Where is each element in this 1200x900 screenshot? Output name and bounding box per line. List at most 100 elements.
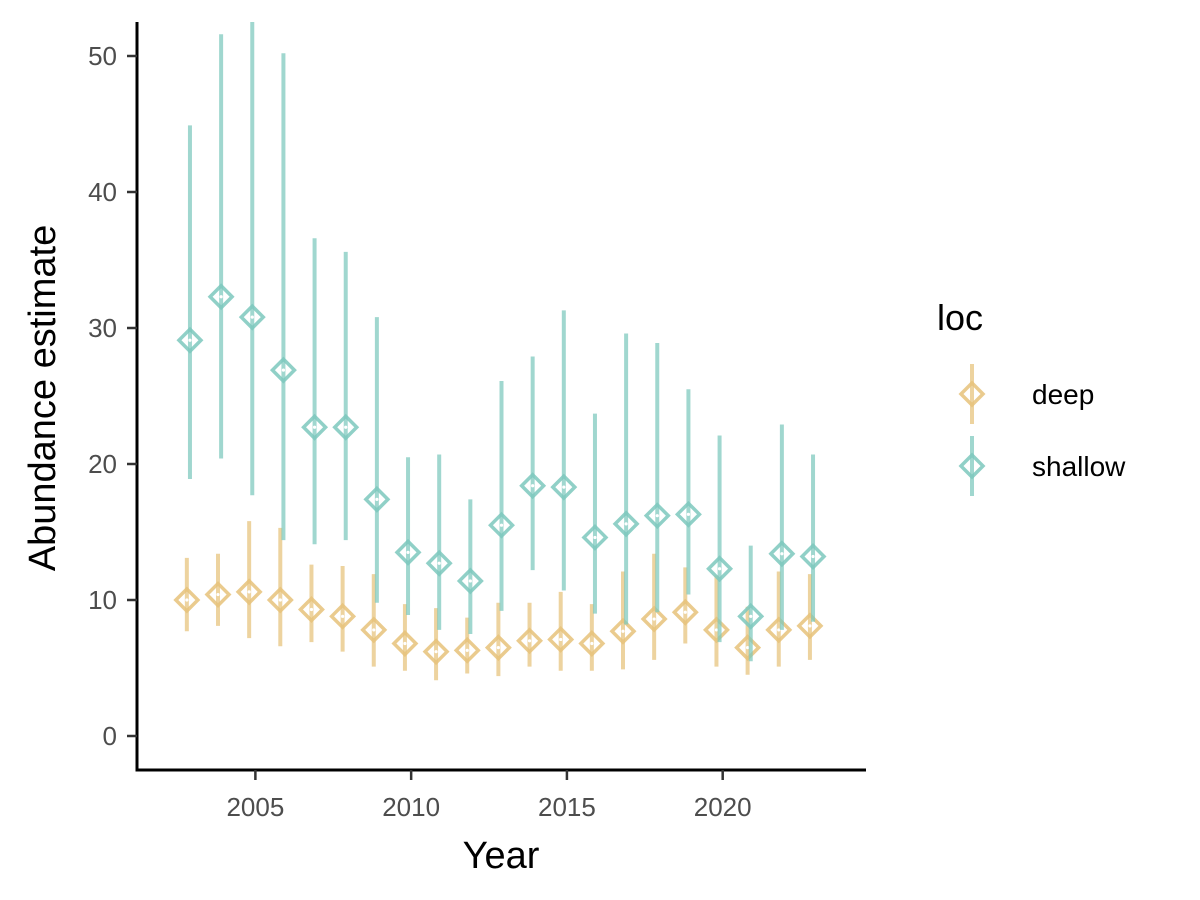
data-point-center [652, 617, 656, 621]
data-point [235, 578, 263, 606]
data-point-center [811, 554, 815, 559]
legend-item-deep: deep [958, 364, 1094, 424]
data-point-center [406, 550, 410, 555]
legend-items: deep shallow [958, 364, 1126, 496]
data-point-center [621, 629, 625, 633]
data-point [702, 616, 730, 644]
data-point-center [590, 641, 594, 646]
data-point [516, 627, 544, 655]
x-tick-label: 2015 [538, 792, 596, 822]
data-point-center [686, 512, 691, 516]
data-point-center [434, 650, 438, 654]
data-point-center [375, 497, 379, 501]
data-point-center [749, 614, 753, 618]
data-point [453, 636, 481, 664]
series-deep [173, 521, 824, 681]
data-point [363, 485, 391, 513]
data-point [332, 413, 360, 441]
data-point [329, 602, 357, 630]
y-axis: 0 10 20 30 40 50 [88, 22, 139, 770]
data-point [238, 303, 266, 331]
data-point-center [216, 592, 220, 597]
plot-area [173, 22, 827, 681]
legend-key-diamond [958, 380, 986, 408]
data-point [484, 634, 512, 662]
data-point [547, 625, 575, 653]
legend-key-diamond [958, 452, 986, 480]
y-tick-label: 0 [103, 721, 117, 751]
data-point [173, 586, 201, 614]
data-point-center [777, 628, 781, 632]
data-point [550, 473, 578, 501]
data-point [765, 616, 793, 644]
legend-label: deep [1032, 379, 1094, 410]
data-point-center [531, 484, 535, 488]
data-point [391, 630, 419, 657]
y-tick-label: 10 [88, 585, 117, 615]
data-point-center [655, 514, 659, 518]
data-point-center [714, 628, 719, 632]
data-point-center [185, 598, 189, 602]
series-shallow [176, 22, 827, 662]
data-point-center [527, 639, 532, 643]
x-tick-label: 2010 [382, 792, 440, 822]
data-point [207, 283, 235, 311]
data-point-center [437, 561, 441, 565]
data-point-center [344, 425, 348, 429]
data-point-center [341, 614, 345, 618]
data-point-center [372, 628, 376, 632]
data-point-center [468, 579, 472, 583]
data-point [674, 500, 702, 528]
y-tick-label: 50 [88, 41, 117, 71]
data-point [456, 567, 484, 595]
y-tick-label: 30 [88, 313, 117, 343]
data-point-center [499, 523, 504, 527]
x-axis-title: Year [463, 835, 540, 877]
y-axis-title: Abundance estimate [22, 225, 64, 571]
legend-item-shallow: shallow [958, 436, 1126, 496]
x-tick-label: 2005 [226, 792, 284, 822]
data-point-center [403, 641, 407, 646]
data-point [488, 511, 515, 539]
data-point [643, 502, 671, 530]
x-axis: 2005 2010 2015 2020 [135, 768, 866, 822]
data-point [799, 543, 827, 570]
legend-title: loc [937, 297, 983, 338]
data-point [578, 630, 606, 657]
data-point-center [808, 624, 812, 628]
data-point [519, 472, 547, 500]
data-point [422, 638, 450, 666]
data-point-center [562, 485, 566, 489]
data-point [640, 605, 668, 633]
data-point-center [496, 646, 500, 650]
data-point-center [278, 598, 282, 602]
data-point-center [309, 607, 314, 612]
data-point [612, 510, 640, 538]
data-point [796, 612, 824, 640]
data-point-center [683, 610, 687, 614]
legend-label: shallow [1032, 451, 1126, 482]
legend: loc deep shallow [937, 297, 1126, 496]
data-point [425, 549, 453, 577]
data-point [737, 602, 765, 630]
data-point [734, 634, 762, 662]
data-point [706, 555, 734, 583]
data-point-center [780, 552, 784, 556]
data-point-center [250, 315, 254, 319]
data-point-center [746, 646, 750, 650]
y-tick-label: 40 [88, 177, 117, 207]
data-point-center [624, 522, 628, 526]
data-point [394, 538, 422, 566]
data-point-center [593, 535, 597, 540]
data-point [269, 356, 297, 384]
data-point-center [188, 338, 192, 342]
data-point [204, 581, 232, 609]
data-point-center [281, 368, 286, 372]
y-ticks: 0 10 20 30 40 50 [88, 41, 137, 751]
data-point-center [312, 425, 317, 429]
data-point [581, 523, 609, 551]
data-point-center [717, 567, 722, 571]
data-point-center [219, 295, 223, 299]
data-point [671, 598, 699, 626]
